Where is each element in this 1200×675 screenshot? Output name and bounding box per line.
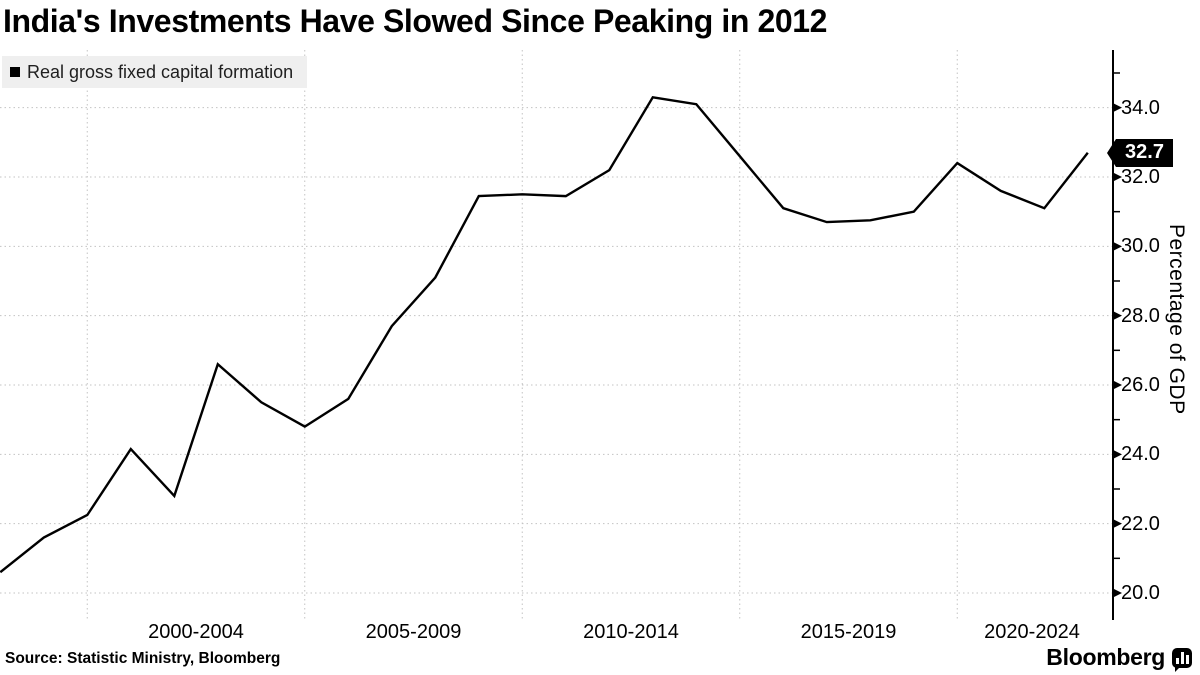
y-axis-title: Percentage of GDP — [1165, 224, 1188, 415]
y-tick-label: 26.0 — [1121, 373, 1160, 396]
legend: Real gross fixed capital formation — [2, 56, 308, 88]
legend-label: Real gross fixed capital formation — [27, 61, 294, 82]
y-tick-label: 20.0 — [1121, 582, 1160, 604]
y-tick-label: 22.0 — [1121, 512, 1160, 535]
x-tick-label: 2020-2024 — [984, 621, 1080, 643]
legend-swatch-icon — [10, 67, 20, 77]
y-tick-label: 32.0 — [1121, 165, 1160, 188]
source-credit: Source: Statistic Ministry, Bloomberg — [5, 650, 281, 667]
bloomberg-terminal-icon — [1172, 647, 1192, 672]
y-major-tick-arrow-icon — [1113, 103, 1122, 113]
bloomberg-logo-text: Bloomberg — [1046, 644, 1165, 670]
x-tick-label: 2005-2009 — [365, 621, 462, 643]
y-major-tick-arrow-icon — [1113, 588, 1122, 598]
y-tick-label: 34.0 — [1121, 96, 1160, 119]
data-line-real-gfcf — [0, 95, 1089, 574]
x-tick-label: 2000-2004 — [148, 621, 244, 643]
last-value-badge: 32.7 — [1107, 138, 1173, 167]
bloomberg-logo: Bloomberg — [1046, 644, 1192, 672]
y-major-tick-arrow-icon — [1113, 380, 1122, 390]
y-tick-label: 24.0 — [1121, 443, 1160, 466]
chart-title: India's Investments Have Slowed Since Pe… — [3, 3, 828, 39]
y-major-tick-arrow-icon — [1113, 241, 1122, 251]
y-major-tick-arrow-icon — [1113, 311, 1122, 321]
y-major-tick-arrow-icon — [1113, 519, 1122, 529]
y-major-tick-arrow-icon — [1113, 172, 1122, 182]
y-tick-label: 28.0 — [1121, 304, 1160, 327]
x-tick-label: 2015-2019 — [800, 621, 897, 643]
y-major-tick-arrow-icon — [1113, 449, 1122, 459]
y-tick-label: 30.0 — [1121, 235, 1160, 258]
x-tick-label: 2010-2014 — [583, 621, 679, 643]
